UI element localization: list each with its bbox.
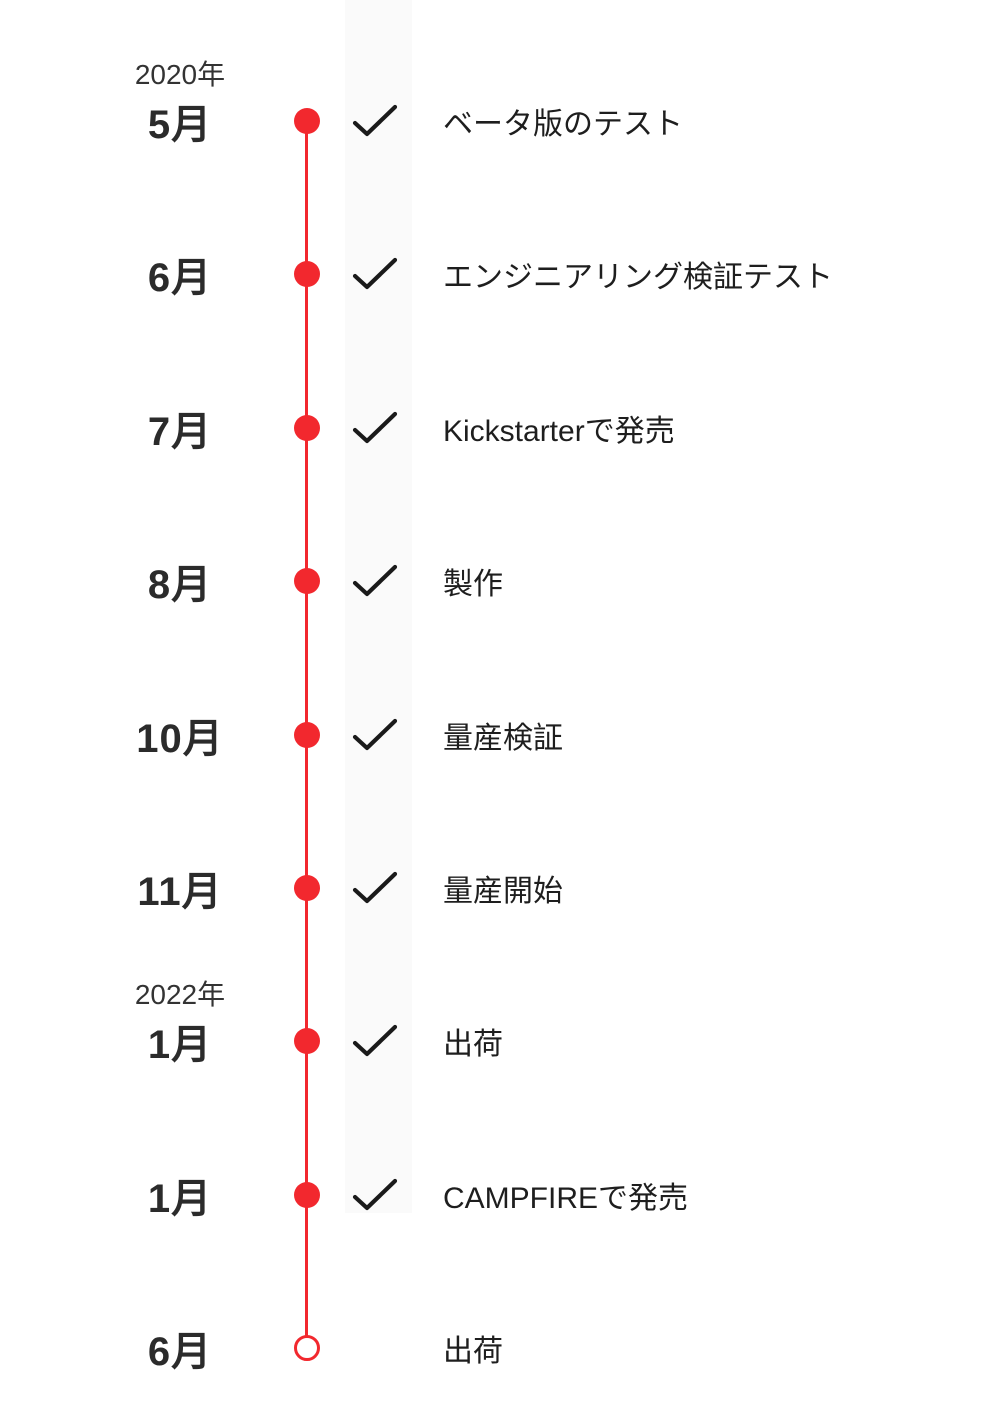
month-label: 8月 — [147, 563, 213, 608]
milestone-dot-icon — [294, 108, 320, 134]
month-label: 11月 — [137, 870, 223, 914]
check-icon — [352, 257, 398, 291]
milestone-dot-icon — [294, 1181, 320, 1208]
milestone-label: ベータ版のテスト — [443, 108, 683, 141]
milestone-label: Kickstarterで発売 — [443, 414, 675, 448]
milestone-dot-icon — [294, 568, 320, 595]
milestone-label: 製作 — [443, 568, 503, 602]
month-label: 1月 — [147, 1176, 213, 1221]
month-label: 6月 — [147, 1330, 213, 1375]
month-label: 6月 — [147, 256, 213, 301]
milestone-dot-icon — [294, 875, 320, 901]
month-label: 7月 — [147, 409, 213, 454]
milestone-dot-icon — [294, 1028, 320, 1055]
month-label: 5月 — [147, 103, 213, 147]
check-icon — [352, 411, 398, 445]
milestone-label: CAMPFIREで発売 — [443, 1181, 689, 1215]
milestone-label: エンジニアリング検証テスト — [443, 261, 833, 295]
milestone-label: 出荷 — [443, 1028, 503, 1062]
check-icon — [352, 104, 398, 138]
milestone-dot-icon — [294, 261, 320, 288]
milestone-label: 量産検証 — [443, 721, 563, 755]
year-label: 2022年 — [134, 979, 226, 1011]
check-icon — [352, 1178, 398, 1212]
check-icon — [352, 871, 398, 905]
milestone-dot-icon — [294, 721, 320, 748]
check-icon — [352, 564, 398, 598]
milestone-label: 量産開始 — [443, 875, 563, 908]
milestone-dot-icon — [294, 414, 320, 441]
checklist-column-background — [345, 0, 412, 1213]
milestone-label: 出荷 — [443, 1335, 503, 1369]
check-icon — [352, 718, 398, 752]
month-label: 10月 — [136, 716, 224, 761]
milestone-dot-icon — [294, 1335, 320, 1362]
check-icon — [352, 1024, 398, 1058]
month-label: 1月 — [147, 1023, 213, 1068]
year-label: 2020年 — [134, 59, 226, 90]
